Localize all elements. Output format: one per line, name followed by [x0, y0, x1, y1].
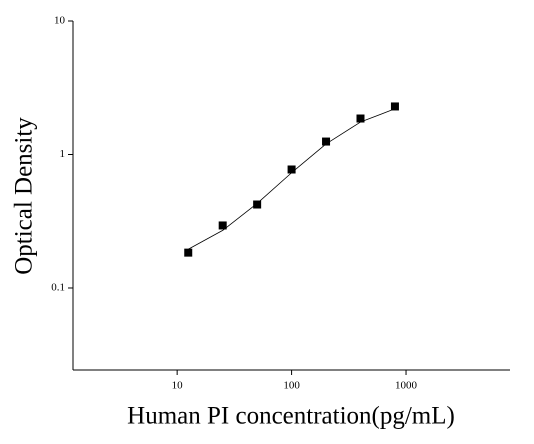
x-axis-label: Human PI concentration(pg/mL)	[127, 403, 455, 430]
y-tick-label: 10	[54, 15, 66, 27]
data-point	[322, 137, 331, 146]
y-axis-label: Optical Density	[11, 117, 38, 275]
data-point	[253, 200, 262, 209]
data-point	[184, 248, 193, 257]
x-tick-label: 10	[172, 380, 184, 392]
fit-curve	[188, 108, 396, 250]
data-point	[356, 114, 365, 123]
data-point	[218, 221, 227, 230]
data-point	[390, 102, 399, 111]
y-tick-label: 1	[60, 148, 66, 160]
x-tick-label: 1000	[395, 380, 418, 392]
x-tick-label: 100	[283, 380, 300, 392]
y-tick-label: 0.1	[51, 282, 65, 294]
data-point	[287, 165, 296, 174]
